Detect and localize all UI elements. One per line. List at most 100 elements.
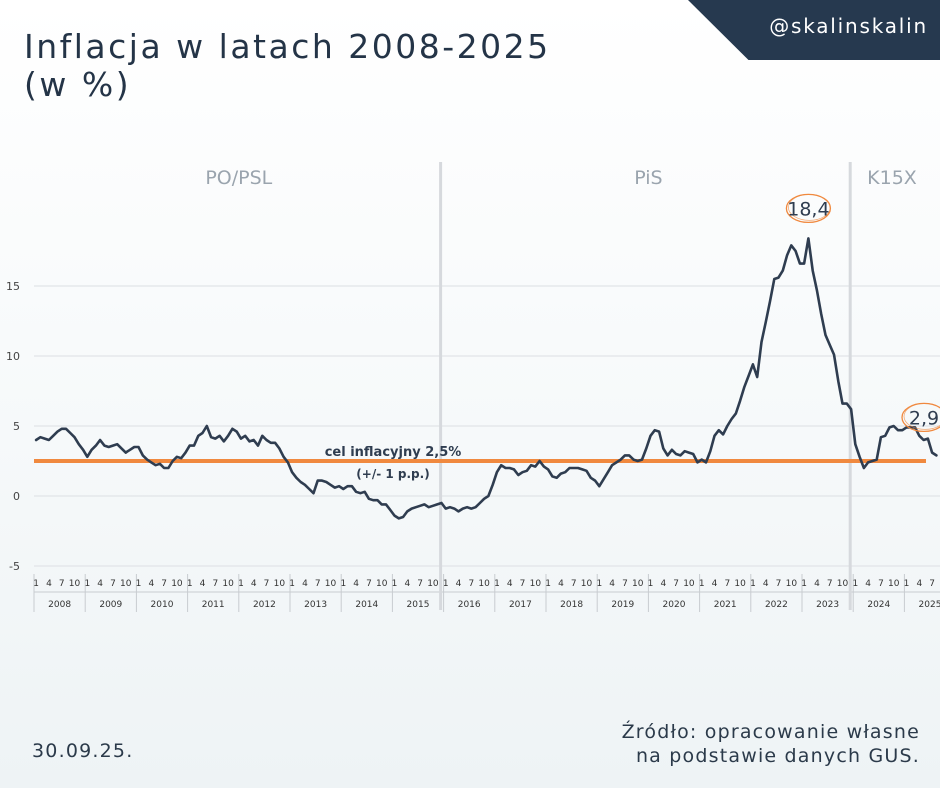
x-month-tick: 10: [171, 579, 183, 589]
x-year-label: 2021: [714, 600, 737, 610]
x-year-label: 2025: [919, 600, 940, 610]
x-month-tick: 10: [530, 579, 542, 589]
x-month-tick: 4: [302, 579, 308, 589]
annotation-label: 18,4: [787, 198, 829, 220]
x-year-label: 2018: [560, 600, 583, 610]
x-month-tick: 1: [340, 579, 346, 589]
x-month-tick: 10: [274, 579, 286, 589]
x-month-tick: 1: [238, 579, 244, 589]
period-label: K15X: [867, 167, 917, 189]
x-month-tick: 7: [110, 579, 116, 589]
x-month-tick: 1: [545, 579, 551, 589]
x-month-tick: 7: [724, 579, 730, 589]
x-month-tick: 10: [69, 579, 81, 589]
y-tick-label: 0: [13, 490, 20, 503]
x-month-tick: 10: [786, 579, 798, 589]
x-month-tick: 7: [59, 579, 65, 589]
x-month-tick: 7: [315, 579, 321, 589]
x-month-tick: 4: [46, 579, 52, 589]
period-label: PiS: [634, 167, 662, 189]
x-month-tick: 7: [366, 579, 372, 589]
y-axis-ticks: -5 0 5 10 15: [6, 280, 20, 573]
handle-label: @skalinskalin: [769, 14, 928, 38]
x-month-tick: 10: [734, 579, 746, 589]
x-year-label: 2023: [816, 600, 839, 610]
y-tick-label: 15: [6, 280, 20, 293]
x-month-tick: 1: [852, 579, 858, 589]
x-month-tick: 4: [97, 579, 103, 589]
x-month-tick: 7: [673, 579, 679, 589]
series-group: [34, 237, 938, 520]
title-line-2: (w %): [24, 65, 132, 104]
x-year-label: 2022: [765, 600, 788, 610]
x-year-label: 2020: [663, 600, 686, 610]
x-month-tick: 4: [660, 579, 666, 589]
x-month-tick: 4: [558, 579, 564, 589]
x-year-label: 2012: [253, 600, 276, 610]
x-month-tick: 7: [827, 579, 833, 589]
x-month-tick: 7: [622, 579, 628, 589]
x-year-label: 2011: [202, 600, 225, 610]
target-label-line-1: cel inflacyjny 2,5%: [325, 445, 462, 460]
grid-lines: [34, 285, 940, 567]
x-year-label: 2016: [458, 600, 481, 610]
x-month-tick: 7: [417, 579, 423, 589]
x-month-tick: 1: [801, 579, 807, 589]
x-month-tick: 4: [200, 579, 206, 589]
x-month-tick: 10: [581, 579, 593, 589]
target-label-line-2: (+/- 1 p.p.): [356, 467, 429, 481]
x-year-label: 2014: [355, 600, 378, 610]
x-month-tick: 7: [571, 579, 577, 589]
inflation-target: cel inflacyjny 2,5% (+/- 1 p.p.): [34, 445, 926, 481]
y-tick-label: -5: [9, 560, 20, 573]
x-month-tick: 1: [84, 579, 90, 589]
x-month-tick: 7: [264, 579, 270, 589]
x-month-tick: 1: [187, 579, 193, 589]
annotation-label: 2,9: [909, 407, 939, 429]
x-month-tick: 10: [837, 579, 849, 589]
footer-date: 30.09.25.: [32, 740, 134, 762]
x-month-tick: 1: [904, 579, 910, 589]
x-month-tick: 1: [699, 579, 705, 589]
x-month-tick: 10: [222, 579, 234, 589]
x-month-tick: 7: [468, 579, 474, 589]
x-month-tick: 7: [776, 579, 782, 589]
x-month-tick: 4: [865, 579, 871, 589]
period-labels: PO/PSL PiS K15X: [205, 162, 917, 610]
x-month-tick: 4: [609, 579, 615, 589]
x-year-label: 2017: [509, 600, 532, 610]
period-label: PO/PSL: [205, 167, 272, 189]
annotation-circle-stroke: [903, 403, 940, 430]
annotations: 18,4 2,9: [785, 193, 940, 433]
x-month-tick: 1: [289, 579, 295, 589]
x-month-tick: 4: [507, 579, 513, 589]
x-year-label: 2019: [611, 600, 634, 610]
x-year-label: 2010: [151, 600, 174, 610]
x-month-tick: 4: [916, 579, 922, 589]
x-month-tick: 4: [712, 579, 718, 589]
x-month-tick: 1: [392, 579, 398, 589]
y-tick-label: 10: [6, 350, 20, 363]
x-month-tick: 10: [683, 579, 695, 589]
x-month-tick: 10: [325, 579, 337, 589]
x-month-tick: 10: [427, 579, 439, 589]
series-line: [34, 237, 938, 520]
y-tick-label: 5: [13, 420, 20, 433]
x-month-tick: 1: [136, 579, 142, 589]
x-year-label: 2008: [48, 600, 71, 610]
x-month-tick: 10: [888, 579, 900, 589]
title-line-1: Inflacja w latach 2008-2025: [24, 27, 551, 66]
x-month-tick: 4: [814, 579, 820, 589]
x-month-tick: 1: [33, 579, 39, 589]
x-year-label: 2015: [407, 600, 430, 610]
x-month-tick: 4: [763, 579, 769, 589]
footer-source: Źródło: opracowanie własne na podstawie …: [622, 720, 920, 768]
x-year-label: 2024: [867, 600, 890, 610]
x-month-tick: 10: [120, 579, 132, 589]
x-year-label: 2009: [99, 600, 122, 610]
x-month-tick: 10: [632, 579, 644, 589]
x-month-tick: 10: [376, 579, 388, 589]
x-month-tick: 7: [520, 579, 526, 589]
x-month-tick: 4: [353, 579, 359, 589]
